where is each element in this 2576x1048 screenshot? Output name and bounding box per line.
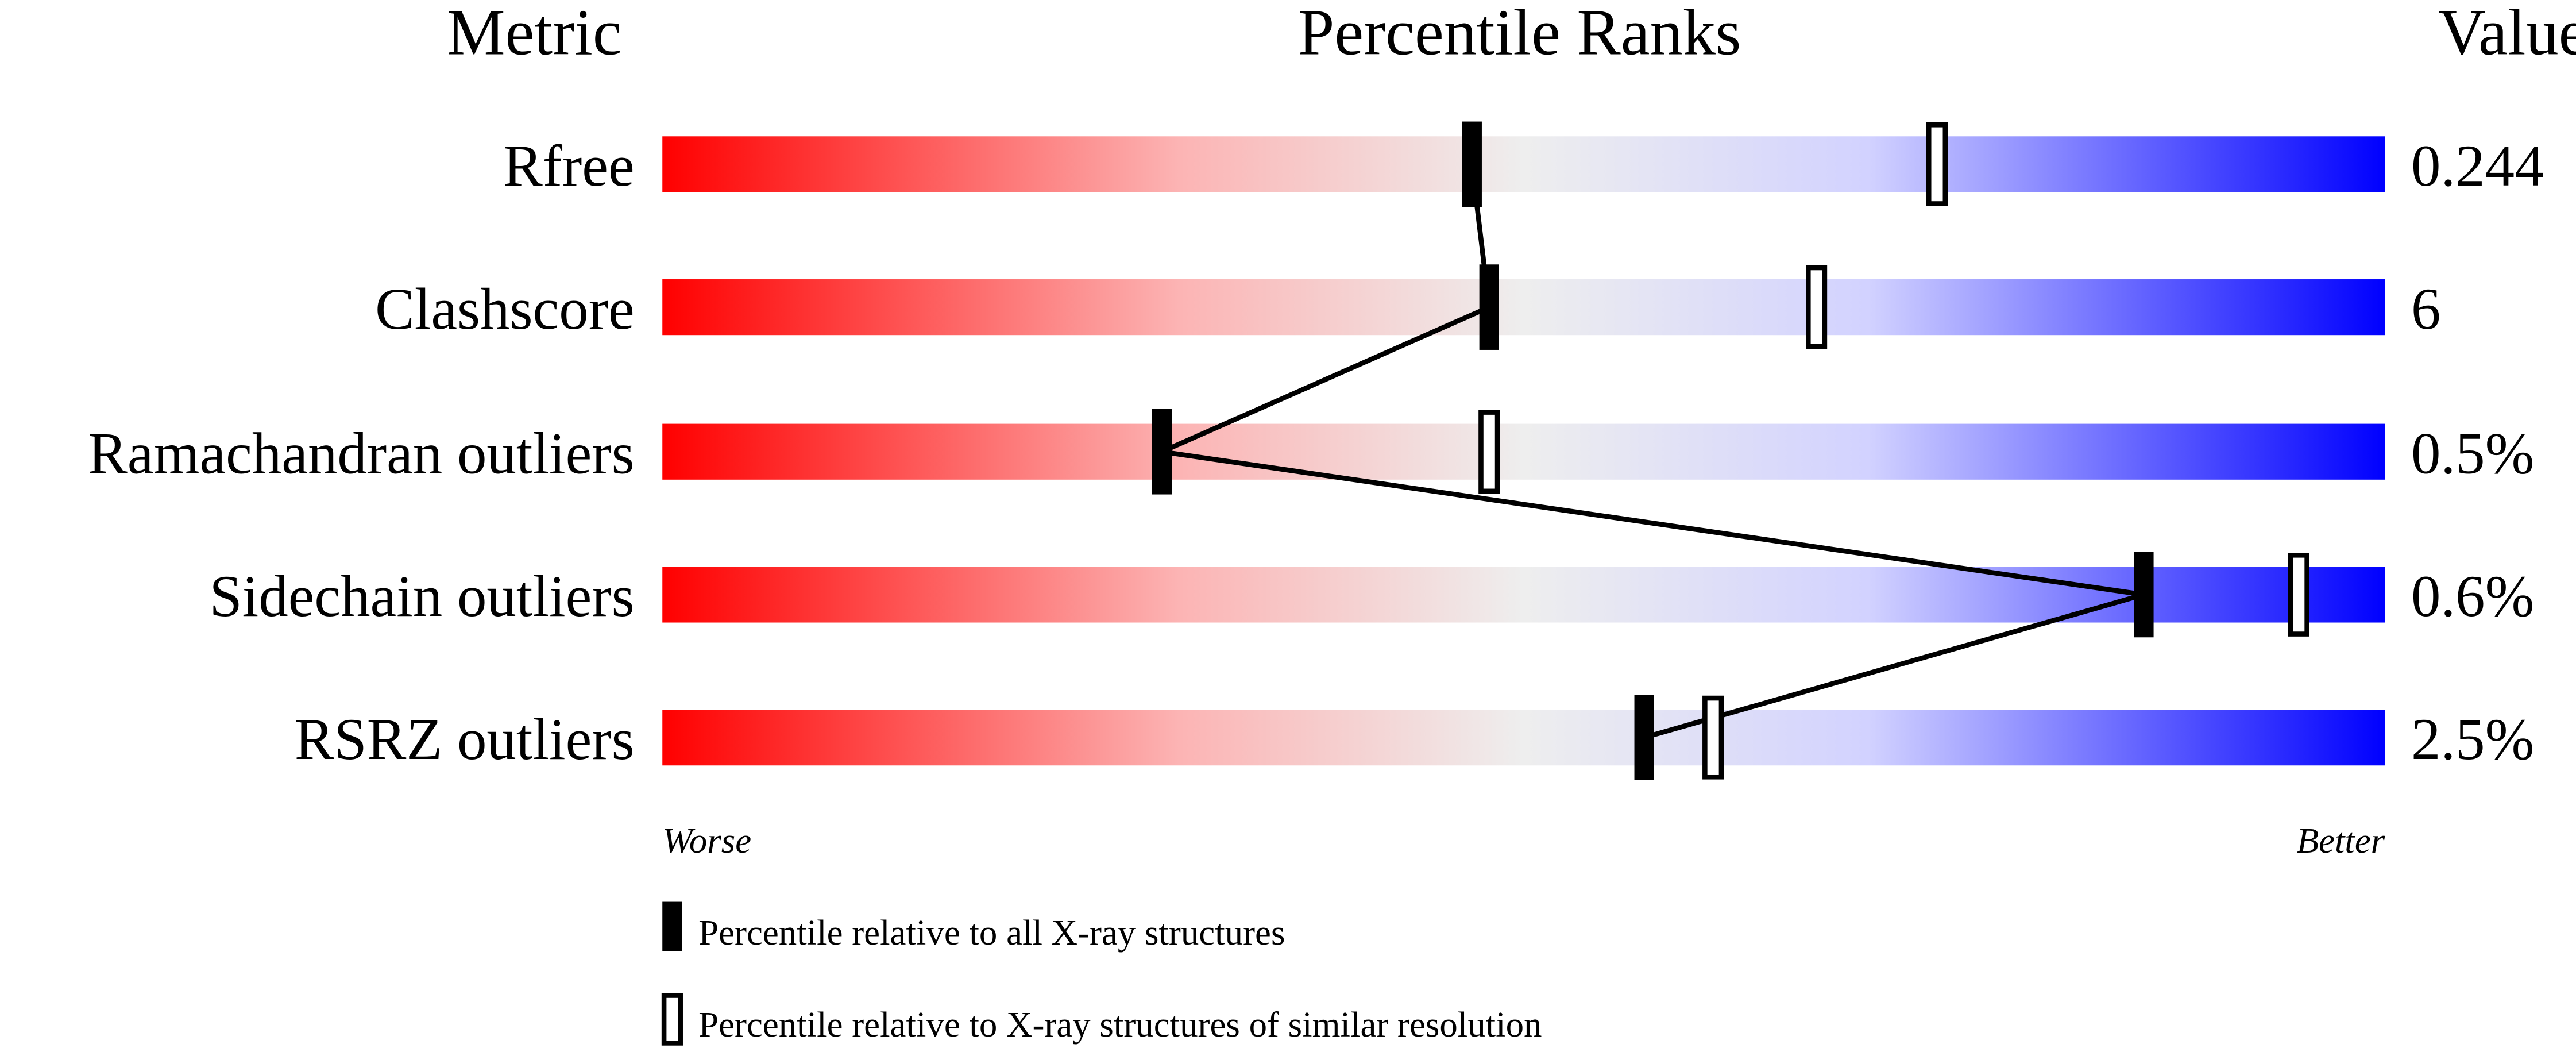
- metric-value: 2.5%: [2411, 707, 2534, 772]
- axis-label-worse: Worse: [662, 820, 751, 861]
- legend-filled-marker-icon: [662, 901, 682, 951]
- percentile-bar: [662, 279, 2385, 336]
- marker-all-structures: [2134, 552, 2154, 638]
- metric-label: RSRZ outliers: [295, 707, 635, 772]
- percentile-bar: [662, 136, 2385, 192]
- percentile-bar: [662, 567, 2385, 623]
- legend-open-marker-icon: [661, 993, 683, 1046]
- header-value: Value: [2438, 0, 2576, 68]
- axis-label-better: Better: [2297, 820, 2385, 861]
- marker-all-structures: [1634, 695, 1654, 780]
- marker-similar-resolution: [1806, 265, 1828, 349]
- metric-label: Sidechain outliers: [209, 564, 634, 629]
- metric-label: Clashscore: [375, 276, 635, 342]
- metric-value: 0.5%: [2411, 421, 2534, 486]
- legend-label-all: Percentile relative to all X-ray structu…: [698, 912, 1285, 953]
- marker-similar-resolution: [1478, 410, 1500, 494]
- marker-similar-resolution: [1926, 122, 1948, 206]
- marker-all-structures: [1479, 264, 1499, 350]
- percentile-bar: [662, 423, 2385, 480]
- header-percentile-ranks: Percentile Ranks: [1298, 0, 1741, 68]
- marker-similar-resolution: [1702, 695, 1724, 780]
- marker-similar-resolution: [2288, 553, 2309, 637]
- metric-label: Ramachandran outliers: [88, 421, 635, 486]
- metric-value: 0.6%: [2411, 564, 2534, 629]
- metric-label: Rfree: [503, 133, 635, 199]
- metric-value: 0.244: [2411, 133, 2544, 199]
- percentile-bar: [662, 710, 2385, 766]
- marker-all-structures: [1152, 409, 1172, 495]
- metric-value: 6: [2411, 276, 2440, 342]
- header-metric: Metric: [447, 0, 622, 68]
- legend-label-similar: Percentile relative to X-ray structures …: [698, 1004, 1542, 1045]
- marker-all-structures: [1462, 121, 1482, 207]
